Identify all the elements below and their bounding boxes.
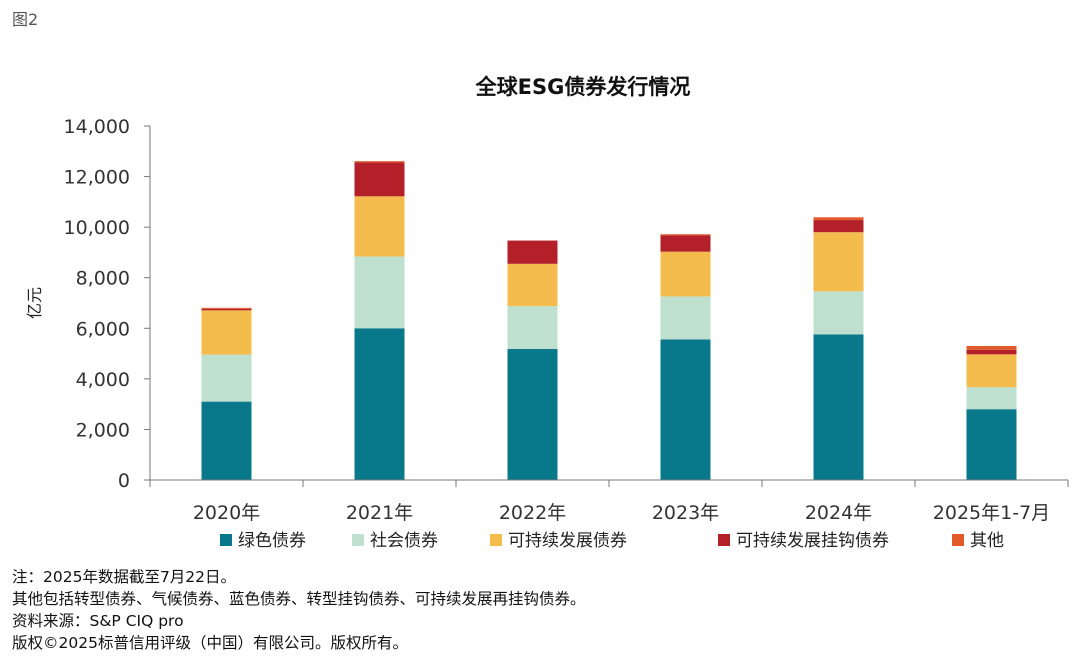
- bar-segment: [201, 401, 252, 480]
- bar-segment: [354, 328, 405, 480]
- y-tick-label: 0: [118, 470, 130, 492]
- bar-segment: [660, 251, 711, 297]
- legend: 绿色债券 社会债券 可持续发展债券 可持续发展挂钩债券 其他: [220, 531, 1004, 551]
- legend-swatch: [352, 534, 364, 546]
- bar-segment: [813, 291, 864, 335]
- notes: 注：2025年数据截至7月22日。 其他包括转型债券、气候债券、蓝色债券、转型挂…: [12, 566, 586, 654]
- y-tick-label: 12,000: [64, 167, 130, 189]
- x-axis: 2020年 2021年 2022年 2023年 2024年 2025年1-7月: [149, 479, 1069, 524]
- bar-segment: [966, 409, 1017, 480]
- bar-segment: [660, 296, 711, 340]
- bar-segment: [966, 387, 1017, 410]
- bar-segment: [201, 354, 252, 402]
- legend-label: 其他: [970, 531, 1004, 551]
- y-tick-label: 6,000: [76, 318, 130, 340]
- x-tick-label: 2021年: [346, 502, 413, 524]
- bar-segment: [813, 334, 864, 480]
- y-tick-label: 2,000: [76, 419, 130, 441]
- legend-swatch: [490, 534, 502, 546]
- y-tick-label: 8,000: [76, 268, 130, 290]
- bar-segment: [660, 339, 711, 480]
- bar-segment: [813, 220, 864, 233]
- figure-label: 图2: [12, 10, 39, 29]
- bar-segment: [507, 306, 558, 350]
- bar-segment: [660, 235, 711, 252]
- bar-segment: [813, 217, 864, 221]
- stacked-bar-chart: 全球ESG债券发行情况 亿元 0 2,000 4,000 6,000 8,000 10,0…: [25, 75, 1069, 551]
- legend-label: 社会债券: [370, 531, 438, 551]
- y-tick-label: 4,000: [76, 369, 130, 391]
- x-tick-label: 2022年: [499, 502, 566, 524]
- bar-segment: [966, 345, 1017, 350]
- legend-label: 可持续发展挂钩债券: [736, 531, 889, 551]
- bar-segment: [201, 307, 252, 309]
- legend-swatch: [220, 534, 232, 546]
- legend-swatch: [952, 534, 964, 546]
- bar-segment: [201, 310, 252, 355]
- note-line: 其他包括转型债券、气候债券、蓝色债券、转型挂钩债券、可持续发展再挂钩债券。: [12, 590, 586, 608]
- bar-segment: [354, 256, 405, 329]
- chart-title: 全球ESG债券发行情况: [475, 75, 691, 99]
- x-tick-label: 2025年1-7月: [933, 502, 1050, 524]
- bar-segment: [354, 161, 405, 163]
- bar-segment: [507, 240, 558, 264]
- y-tick-label: 14,000: [64, 116, 130, 138]
- legend-label: 绿色债券: [238, 531, 306, 551]
- bar-segment: [966, 349, 1017, 355]
- note-line: 注：2025年数据截至7月22日。: [12, 568, 237, 586]
- legend-label: 可持续发展债券: [508, 531, 627, 551]
- legend-swatch: [718, 534, 730, 546]
- bar-segment: [354, 162, 405, 197]
- bars-group: [201, 161, 1017, 480]
- x-tick-label: 2023年: [652, 502, 719, 524]
- y-tick-label: 10,000: [64, 217, 130, 239]
- bar-segment: [966, 354, 1017, 388]
- y-axis: 0 2,000 4,000 6,000 8,000 10,000 12,000 14,000: [64, 116, 151, 492]
- chart-container: 全球ESG债券发行情况 亿元 0 2,000 4,000 6,000 8,000 10,0…: [25, 75, 1069, 551]
- bar-segment: [201, 308, 252, 311]
- y-axis-label: 亿元: [25, 287, 44, 319]
- x-tick-label: 2020年: [193, 502, 260, 524]
- note-line: 版权©2025标普信用评级（中国）有限公司。版权所有。: [12, 634, 408, 652]
- note-line: 资料来源：S&P CIQ pro: [12, 612, 184, 630]
- bar-segment: [813, 232, 864, 292]
- bar-segment: [507, 263, 558, 307]
- x-tick-label: 2024年: [805, 502, 872, 524]
- bar-segment: [660, 234, 711, 236]
- bar-segment: [354, 196, 405, 257]
- bar-segment: [507, 349, 558, 480]
